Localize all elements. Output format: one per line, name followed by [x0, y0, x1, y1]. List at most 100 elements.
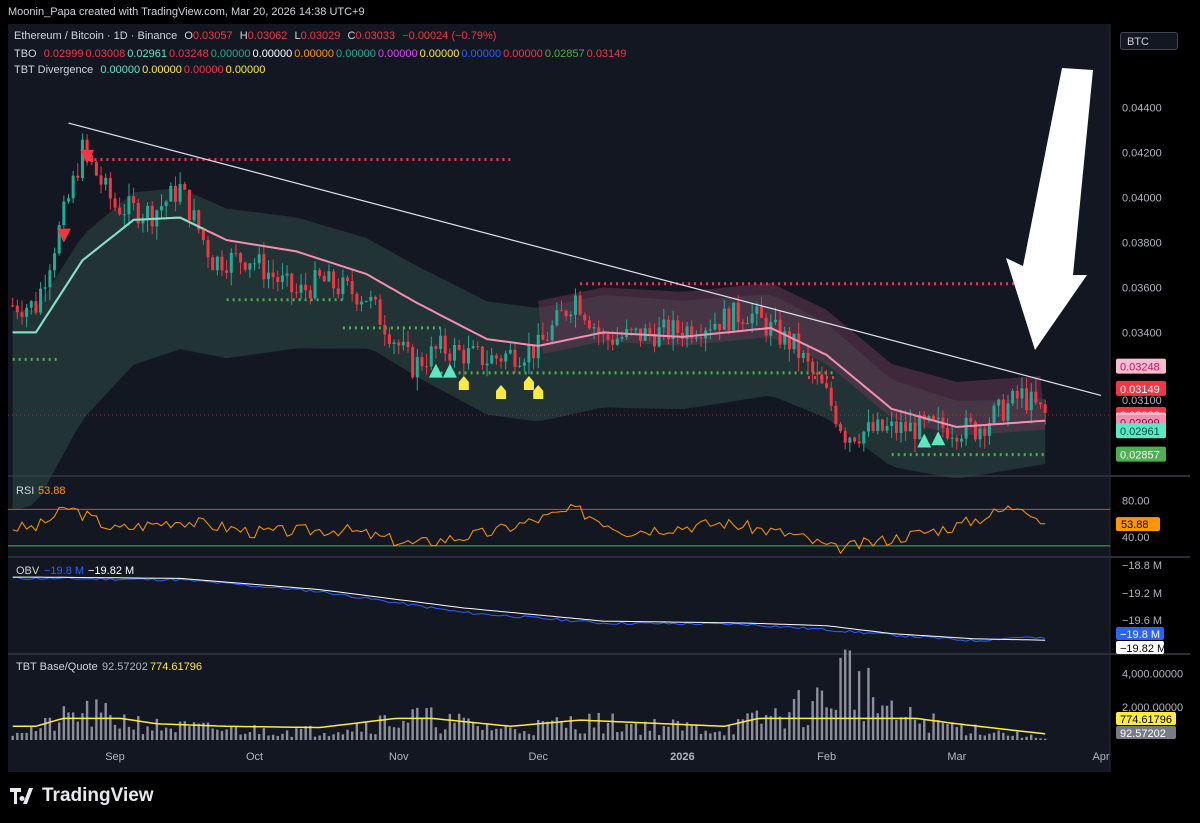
candle-body: [415, 357, 419, 378]
volume-bar: [155, 718, 159, 740]
candle-body: [569, 314, 573, 317]
volume-bar: [104, 703, 107, 740]
volume-bar: [802, 727, 805, 740]
candle-body: [425, 366, 429, 368]
candle-body: [25, 307, 29, 317]
candle-body: [1025, 388, 1029, 411]
volume-bar: [202, 722, 205, 740]
candle-body: [225, 270, 229, 273]
candle-body: [34, 301, 38, 313]
volume-bar: [34, 731, 38, 740]
time-tick-label: Apr: [1092, 751, 1109, 763]
candle-body: [355, 293, 359, 305]
volume-bar: [895, 719, 898, 740]
price-tick-label: 0.03400: [1122, 327, 1162, 339]
volume-bar: [109, 715, 112, 740]
price-tick-label: 0.03800: [1122, 237, 1162, 249]
candle-body: [918, 414, 922, 440]
tbo-label: TBO: [14, 48, 37, 60]
volume-bar: [402, 720, 405, 740]
volume-bar: [137, 716, 140, 740]
volume-bar: [81, 713, 84, 740]
volume-bar: [541, 721, 545, 740]
buy-signal-triangle: [931, 431, 946, 446]
volume-bar: [44, 718, 47, 740]
volume-bar: [39, 728, 42, 740]
volume-bar: [360, 731, 363, 740]
candle-body: [62, 201, 66, 226]
volume-bar: [220, 730, 224, 740]
candle-body: [722, 308, 726, 330]
candle-body: [490, 355, 494, 364]
volume-bar: [1020, 737, 1024, 740]
candle-body: [322, 275, 326, 282]
candle-body: [657, 327, 661, 347]
candle-body: [913, 422, 917, 440]
currency-button[interactable]: BTC: [1120, 32, 1178, 50]
volume-bar: [485, 723, 489, 740]
candle-body: [727, 308, 731, 331]
candle-body: [648, 328, 652, 334]
volume-bar: [648, 730, 652, 740]
candle-body: [992, 405, 996, 423]
volume-bar: [750, 712, 754, 740]
candle-body: [136, 203, 140, 224]
candle-body: [671, 320, 675, 340]
volume-bar: [881, 705, 884, 740]
volume-bar: [885, 705, 889, 740]
candle-body: [1020, 388, 1024, 399]
tbo_legend-value: 0.00000: [503, 48, 543, 60]
candle-body: [927, 416, 931, 420]
candle-body: [1006, 403, 1010, 421]
volume-bar: [1016, 731, 1019, 740]
volume-bar: [950, 722, 954, 740]
open-label: O: [184, 30, 193, 42]
candle-body: [1001, 399, 1005, 421]
price-tick-label: 0.04400: [1122, 102, 1162, 114]
obv-line-0: [12, 576, 1046, 643]
candle-body: [378, 299, 382, 325]
candle-body: [1039, 402, 1043, 405]
candle-body: [662, 319, 666, 328]
divergence-legend[interactable]: TBT Divergence 0.00000 0.00000 0.00000 0.00…: [14, 64, 267, 76]
tradingview-logo-icon: [10, 787, 33, 804]
candle-body: [266, 272, 270, 280]
volume-bar: [509, 727, 512, 740]
obv-tick-label: −19.2 M: [1122, 588, 1162, 600]
candle-body: [764, 317, 768, 336]
candle-body: [39, 288, 43, 313]
candle-body: [829, 387, 833, 406]
candle-body: [406, 341, 410, 348]
candle-body: [820, 374, 824, 384]
candle-body: [336, 288, 340, 295]
tbo-legend[interactable]: TBO 0.02999 0.03008 0.02961 0.03248 0.00000 0…: [14, 48, 628, 60]
volume-bar: [257, 734, 261, 740]
div_legend-value: 0.00000: [183, 64, 224, 76]
volume-bar: [374, 734, 377, 740]
volume-bar: [85, 700, 89, 740]
volume-bar: [913, 719, 917, 740]
volume-bar: [685, 722, 689, 740]
volume-bar: [420, 717, 424, 740]
candle-body: [276, 277, 280, 283]
tradingview-logo: TradingView: [10, 785, 154, 807]
candle-body: [732, 302, 736, 331]
annotation-arrow: [1006, 68, 1093, 350]
candle-body: [108, 177, 112, 199]
volume-bar: [16, 732, 19, 740]
volume-bar: [918, 723, 921, 740]
candle-body: [787, 331, 791, 350]
price-label: [1116, 446, 1166, 462]
buy-signal-triangle: [442, 363, 457, 378]
divergence-arrow-marker: [496, 384, 507, 399]
candle-body: [894, 421, 898, 433]
volume-bar: [71, 712, 75, 740]
candle-body: [694, 337, 698, 339]
tbo_legend-value: 0.00000: [252, 48, 293, 60]
obv-legend-value: −19.8 M: [44, 565, 84, 577]
candle-body: [346, 277, 350, 282]
obv-tick-label: −18.8 M: [1122, 560, 1162, 572]
volume-bar: [625, 724, 628, 740]
candle-body: [611, 339, 615, 345]
